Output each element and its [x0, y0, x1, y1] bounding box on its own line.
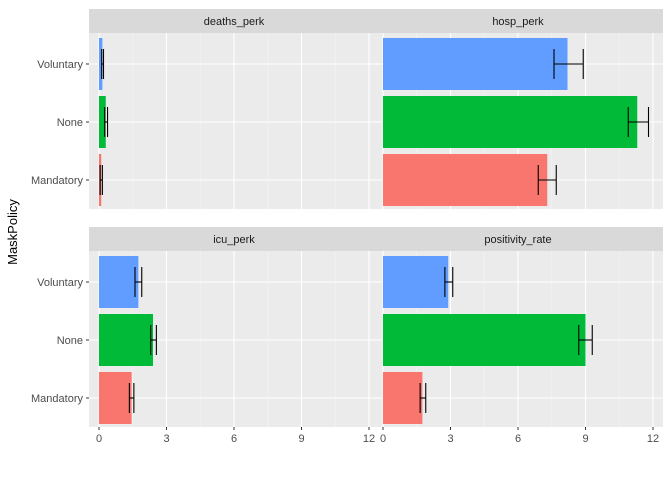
errorbar-positivity-rate-mandatory — [419, 383, 427, 413]
bar-icu-perk-none — [99, 314, 153, 366]
y-tick-label-mandatory: Mandatory — [31, 393, 83, 405]
errorbar-icu-perk-none — [150, 325, 157, 355]
x-tick-label: 3 — [447, 433, 453, 445]
y-tick-label-none: None — [57, 335, 83, 347]
errorbar-icu-perk-voluntary — [134, 267, 143, 297]
x-tick-label: 9 — [298, 433, 304, 445]
x-tick-label: 0 — [96, 433, 102, 445]
x-tick-label: 3 — [163, 433, 169, 445]
facet-title-deaths-perk: deaths_perk — [204, 16, 265, 28]
y-tick-label-voluntary: Voluntary — [37, 277, 83, 289]
errorbar-hosp-perk-mandatory — [537, 165, 557, 195]
x-tick-label: 6 — [231, 433, 237, 445]
y-tick-label-none: None — [57, 117, 83, 129]
facet-strip-hosp-perk — [373, 9, 663, 33]
y-axis-title: MaskPolicy — [5, 199, 20, 265]
bar-hosp-perk-none — [383, 96, 638, 148]
facet-strip-positivity-rate — [373, 227, 663, 251]
bar-icu-perk-voluntary — [99, 256, 139, 308]
facet-title-icu-perk: icu_perk — [213, 234, 255, 246]
bar-deaths-perk-voluntary — [99, 38, 103, 90]
bar-positivity-rate-voluntary — [383, 256, 449, 308]
y-tick-label-mandatory: Mandatory — [31, 175, 83, 187]
bar-positivity-rate-mandatory — [383, 372, 423, 424]
y-tick-label-voluntary: Voluntary — [37, 59, 83, 71]
errorbar-hosp-perk-none — [627, 107, 650, 137]
facet-title-hosp-perk: hosp_perk — [492, 16, 544, 28]
x-tick-label: 12 — [363, 433, 375, 445]
x-tick-label: 12 — [647, 433, 659, 445]
x-tick-label: 6 — [515, 433, 521, 445]
bar-hosp-perk-mandatory — [383, 154, 548, 206]
bar-hosp-perk-voluntary — [383, 38, 568, 90]
x-tick-label: 9 — [582, 433, 588, 445]
errorbar-icu-perk-mandatory — [128, 383, 135, 413]
facet-strip-deaths-perk — [89, 9, 379, 33]
errorbar-positivity-rate-voluntary — [444, 267, 454, 297]
errorbar-deaths-perk-mandatory — [99, 165, 103, 195]
facet-title-positivity-rate: positivity_rate — [484, 234, 551, 246]
errorbar-positivity-rate-none — [578, 325, 593, 355]
bar-positivity-rate-none — [383, 314, 586, 366]
bar-icu-perk-mandatory — [99, 372, 132, 424]
errorbar-deaths-perk-none — [104, 107, 109, 137]
errorbar-deaths-perk-voluntary — [101, 49, 105, 79]
facet-strip-icu-perk — [89, 227, 379, 251]
bar-deaths-perk-none — [99, 96, 106, 148]
errorbar-hosp-perk-voluntary — [553, 49, 584, 79]
x-tick-label: 0 — [380, 433, 386, 445]
